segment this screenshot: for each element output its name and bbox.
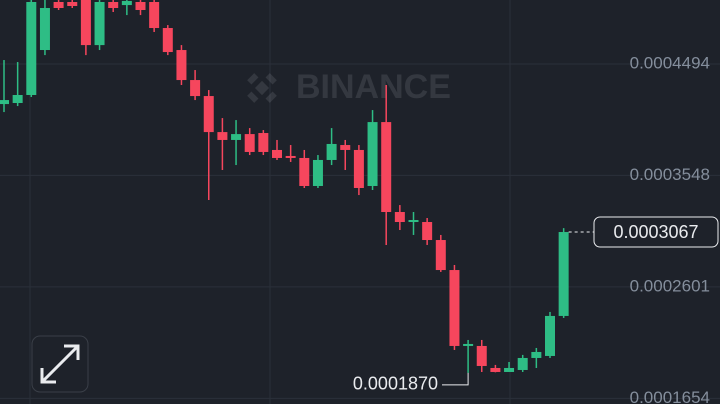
candle-body	[435, 240, 446, 271]
candle-body	[162, 28, 173, 53]
candle-body	[135, 2, 146, 11]
candle-body	[176, 50, 187, 81]
candle-body	[449, 270, 460, 346]
candle-body	[545, 315, 555, 356]
candle-body	[53, 2, 64, 9]
candle-body	[244, 134, 255, 152]
candle-body	[231, 134, 242, 140]
last-price-box	[593, 216, 719, 248]
candle-body	[490, 367, 501, 372]
candle-body	[258, 133, 269, 152]
candle-body	[367, 122, 378, 186]
candle-body	[80, 0, 91, 46]
candle-body	[94, 2, 105, 46]
candle-body	[12, 94, 23, 104]
y-tick-label: 0.0001654	[630, 388, 710, 404]
candle-body	[340, 145, 351, 150]
candle-body	[217, 132, 228, 140]
candle-body	[408, 220, 419, 223]
expand-icon[interactable]	[40, 344, 80, 384]
expand-button[interactable]	[31, 335, 89, 393]
candle-body	[285, 155, 296, 158]
candle-body	[121, 0, 132, 6]
candle-body	[108, 2, 119, 9]
y-tick-label: 0.0003548	[630, 165, 710, 184]
y-tick-label: 0.0002601	[630, 276, 710, 295]
candle-body	[381, 122, 392, 213]
candle-body	[312, 159, 323, 186]
candle-body	[422, 222, 433, 241]
candle-body	[517, 357, 528, 370]
watermark-text: BINANCE	[296, 68, 451, 106]
low-marker-label: 0.0001870	[353, 374, 438, 394]
candles	[0, 0, 569, 373]
candle-body	[558, 232, 569, 316]
candle-body	[299, 157, 310, 186]
last-price-label: 0.0003067	[613, 222, 698, 242]
candle-body	[67, 2, 78, 7]
low-marker-line	[442, 372, 469, 386]
candle-body	[326, 143, 337, 160]
candle-body	[149, 2, 160, 29]
candle-body	[272, 149, 282, 158]
candle-body	[190, 80, 201, 97]
candle-body	[0, 100, 9, 105]
candle-body	[504, 367, 515, 372]
candle-body	[203, 96, 214, 133]
candle-body	[531, 351, 542, 358]
candle-body	[353, 149, 364, 188]
candle-body	[476, 345, 487, 366]
candle-body	[39, 8, 50, 51]
y-tick-label: 0.0004494	[630, 54, 710, 73]
candle-body	[26, 2, 37, 95]
watermark: BINANCE	[247, 68, 451, 106]
candle-body	[394, 212, 405, 223]
candle-body	[463, 343, 474, 346]
